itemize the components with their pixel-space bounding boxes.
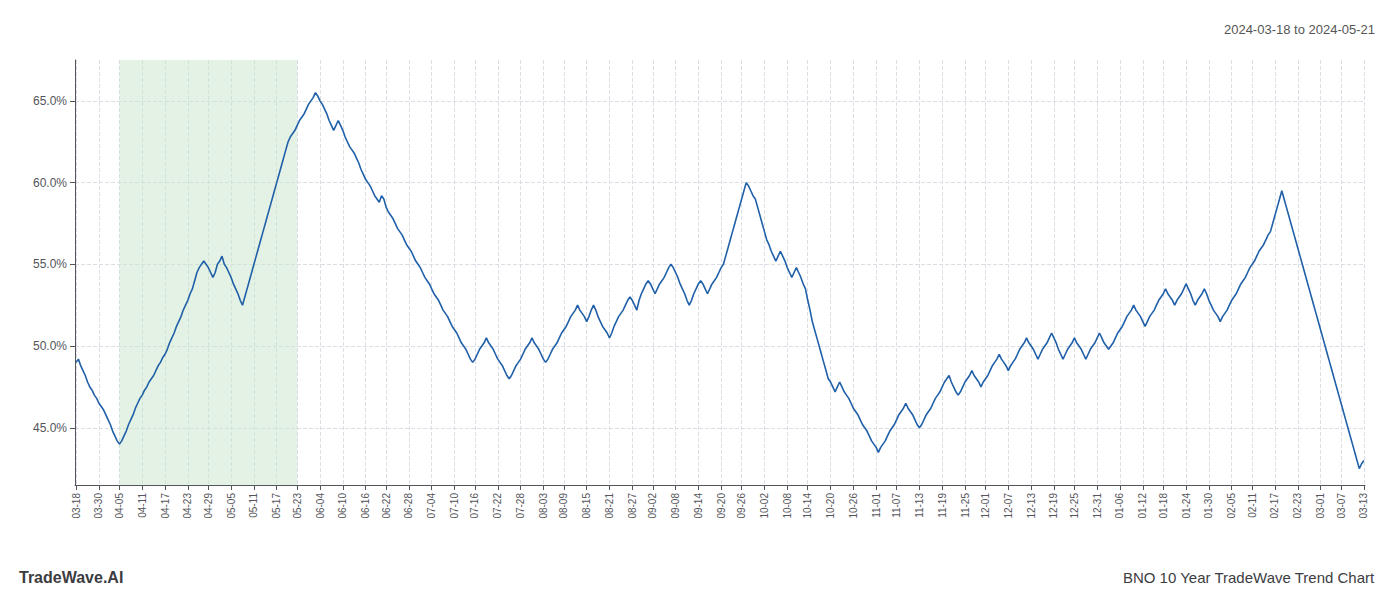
- svg-text:08-15: 08-15: [581, 493, 592, 519]
- svg-text:10-26: 10-26: [848, 493, 859, 519]
- svg-text:45.0%: 45.0%: [33, 421, 67, 435]
- svg-text:03-13: 03-13: [1358, 493, 1369, 519]
- svg-text:10-02: 10-02: [759, 493, 770, 519]
- svg-text:07-16: 07-16: [469, 493, 480, 519]
- svg-text:08-21: 08-21: [604, 493, 615, 519]
- svg-text:12-25: 12-25: [1069, 493, 1080, 519]
- svg-text:50.0%: 50.0%: [33, 339, 67, 353]
- svg-text:TradeWave.AI: TradeWave.AI: [19, 569, 123, 586]
- svg-text:10-20: 10-20: [825, 493, 836, 519]
- svg-text:02-05: 02-05: [1226, 493, 1237, 519]
- svg-text:11-01: 11-01: [871, 493, 882, 518]
- svg-text:06-28: 06-28: [403, 493, 414, 519]
- svg-text:01-18: 01-18: [1158, 493, 1169, 519]
- svg-text:08-09: 08-09: [558, 493, 569, 519]
- svg-text:07-22: 07-22: [492, 493, 503, 519]
- svg-text:12-31: 12-31: [1092, 493, 1103, 519]
- svg-text:02-11: 02-11: [1247, 493, 1258, 518]
- svg-text:02-17: 02-17: [1269, 493, 1280, 519]
- svg-text:08-03: 08-03: [538, 493, 549, 519]
- svg-text:09-02: 09-02: [647, 493, 658, 519]
- svg-text:BNO 10 Year TradeWave Trend Ch: BNO 10 Year TradeWave Trend Chart: [1123, 569, 1375, 586]
- svg-text:03-18: 03-18: [71, 493, 82, 519]
- svg-text:09-26: 09-26: [736, 493, 747, 519]
- svg-text:12-13: 12-13: [1026, 493, 1037, 519]
- svg-text:01-12: 01-12: [1137, 493, 1148, 519]
- svg-text:03-01: 03-01: [1315, 493, 1326, 519]
- svg-text:11-07: 11-07: [891, 493, 902, 518]
- svg-text:05-17: 05-17: [271, 493, 282, 519]
- svg-text:06-16: 06-16: [360, 493, 371, 519]
- svg-text:55.0%: 55.0%: [33, 257, 67, 271]
- svg-text:12-19: 12-19: [1048, 493, 1059, 519]
- svg-text:05-05: 05-05: [226, 493, 237, 519]
- svg-text:09-14: 09-14: [693, 493, 704, 519]
- svg-text:11-13: 11-13: [914, 493, 925, 518]
- svg-text:04-29: 04-29: [203, 493, 214, 519]
- svg-text:06-22: 06-22: [381, 493, 392, 519]
- svg-text:01-30: 01-30: [1203, 493, 1214, 519]
- svg-text:08-27: 08-27: [627, 493, 638, 519]
- svg-text:04-23: 04-23: [182, 493, 193, 519]
- svg-text:2024-03-18 to 2024-05-21: 2024-03-18 to 2024-05-21: [1224, 22, 1375, 37]
- svg-text:05-11: 05-11: [248, 493, 259, 518]
- svg-text:12-01: 12-01: [980, 493, 991, 519]
- svg-text:04-05: 04-05: [114, 493, 125, 519]
- svg-text:09-20: 09-20: [716, 493, 727, 519]
- svg-text:65.0%: 65.0%: [33, 94, 67, 108]
- svg-text:01-24: 01-24: [1181, 493, 1192, 519]
- svg-text:05-23: 05-23: [292, 493, 303, 519]
- svg-text:11-25: 11-25: [960, 493, 971, 518]
- svg-text:07-04: 07-04: [426, 493, 437, 519]
- svg-text:12-07: 12-07: [1003, 493, 1014, 519]
- svg-text:10-08: 10-08: [782, 493, 793, 519]
- svg-text:06-04: 06-04: [315, 493, 326, 519]
- svg-text:09-08: 09-08: [670, 493, 681, 519]
- svg-text:11-19: 11-19: [937, 493, 948, 518]
- svg-text:03-30: 03-30: [93, 493, 104, 519]
- svg-text:01-06: 01-06: [1114, 493, 1125, 519]
- svg-text:07-10: 07-10: [449, 493, 460, 519]
- svg-text:60.0%: 60.0%: [33, 176, 67, 190]
- svg-text:03-07: 03-07: [1336, 493, 1347, 519]
- svg-text:04-17: 04-17: [160, 493, 171, 519]
- svg-text:06-10: 06-10: [337, 493, 348, 519]
- svg-text:04-11: 04-11: [137, 493, 148, 518]
- svg-text:07-28: 07-28: [515, 493, 526, 519]
- svg-text:02-23: 02-23: [1292, 493, 1303, 519]
- svg-text:10-14: 10-14: [802, 493, 813, 519]
